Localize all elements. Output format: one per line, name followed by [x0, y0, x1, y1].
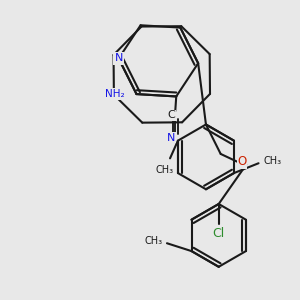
Text: CH₃: CH₃ — [263, 156, 281, 166]
Text: CH₃: CH₃ — [155, 165, 173, 175]
Text: O: O — [238, 155, 247, 168]
Text: C: C — [167, 110, 175, 120]
Text: Cl: Cl — [213, 227, 225, 240]
Text: CH₃: CH₃ — [144, 236, 162, 246]
Text: N: N — [115, 53, 123, 64]
Text: NH₂: NH₂ — [105, 89, 125, 99]
Text: N: N — [167, 133, 176, 143]
